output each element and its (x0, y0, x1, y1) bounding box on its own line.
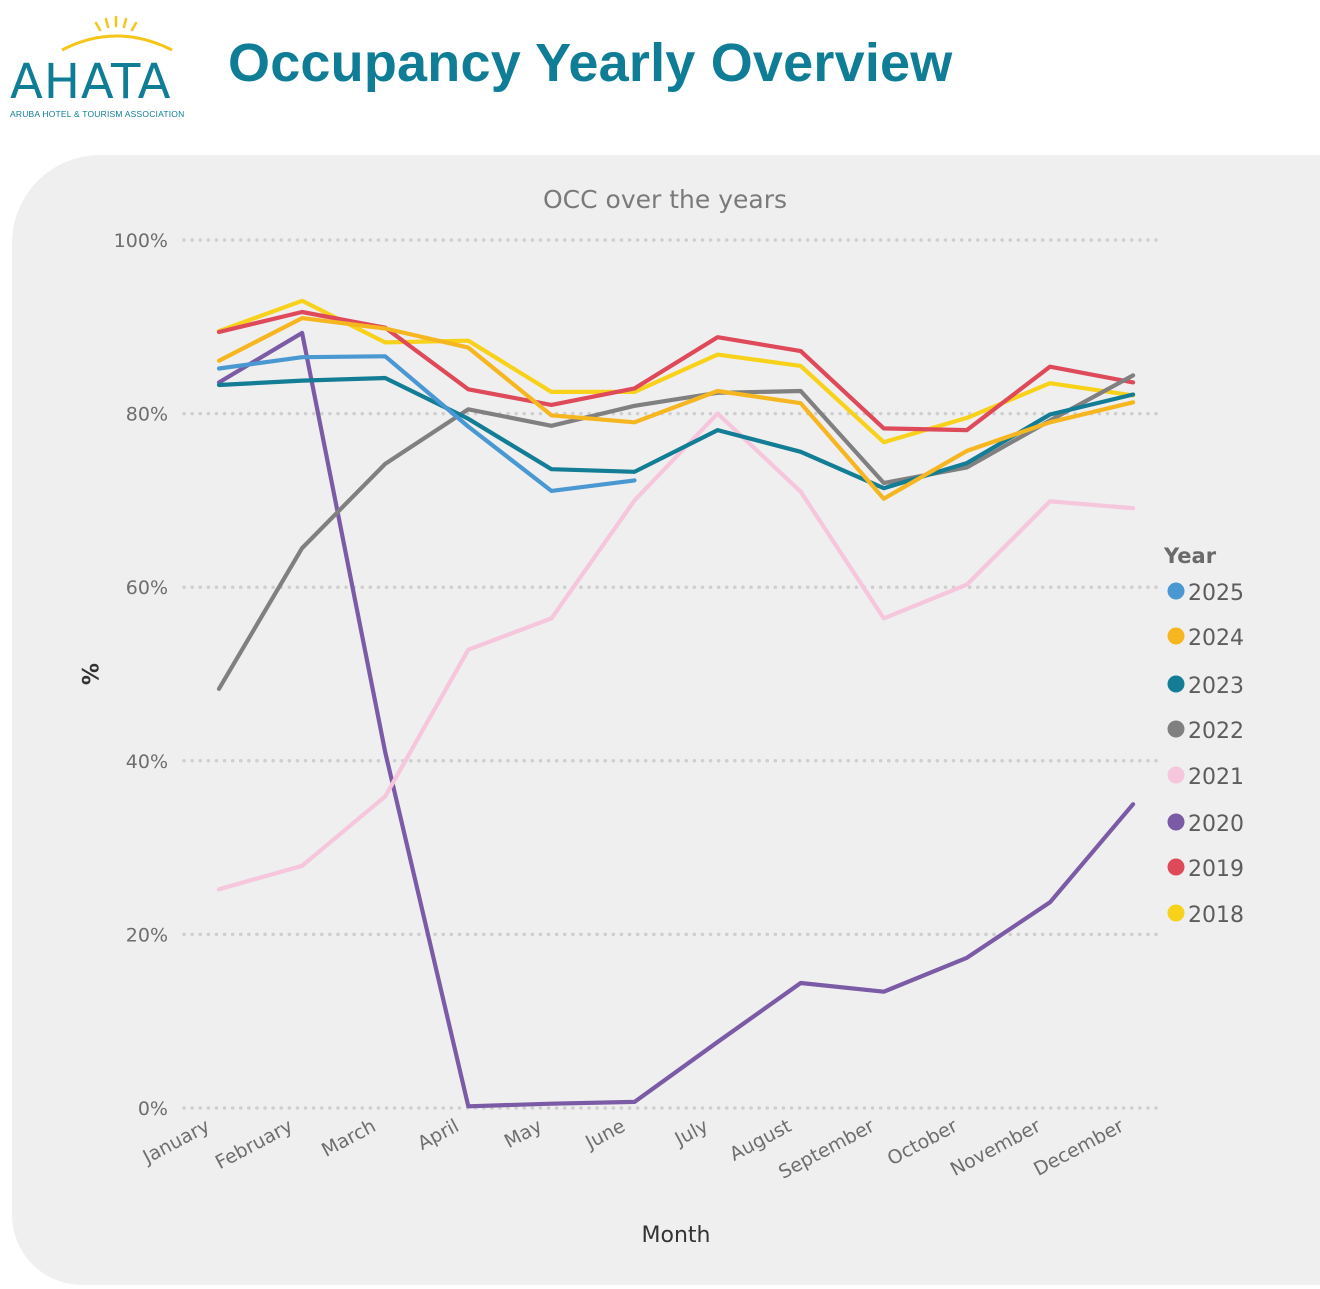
legend-label: 2021 (1188, 765, 1244, 790)
page-header: AHATA ARUBA HOTEL & TOURISM ASSOCIATION … (0, 0, 1320, 130)
x-tick-label: November (947, 1115, 1045, 1181)
y-tick-label: 100% (114, 230, 168, 252)
legend-marker (1167, 766, 1185, 784)
series-line-2022 (216, 373, 1136, 691)
legend-item-2020[interactable]: 2020 (1167, 812, 1245, 837)
legend-item-2022[interactable]: 2022 (1167, 719, 1245, 744)
series-line-2025 (216, 354, 637, 493)
x-tick-label: January (139, 1115, 214, 1169)
legend-item-2023[interactable]: 2023 (1167, 674, 1245, 699)
x-tick-label: June (581, 1115, 629, 1154)
legend-item-2024[interactable]: 2024 (1167, 626, 1245, 651)
legend-label: 2025 (1188, 581, 1244, 606)
series-line-2024 (216, 316, 1136, 501)
x-tick-label: March (318, 1115, 379, 1162)
y-tick-label: 0% (138, 1098, 168, 1120)
chart-panel (12, 155, 1320, 1285)
ahata-logo: AHATA ARUBA HOTEL & TOURISM ASSOCIATION (4, 14, 216, 119)
legend: Year 2025 2024 2023 2022 2021 2020 2019 2018 (1163, 544, 1244, 928)
legend-item-2025[interactable]: 2025 (1167, 581, 1245, 606)
legend-label: 2019 (1188, 857, 1244, 882)
x-tick-label: August (726, 1115, 795, 1166)
legend-marker (1167, 720, 1185, 738)
x-tick-label: April (414, 1115, 463, 1155)
legend-label: 2020 (1188, 812, 1244, 837)
legend-label: 2024 (1188, 626, 1244, 651)
legend-marker (1167, 582, 1185, 600)
legend-label: 2023 (1188, 674, 1244, 699)
legend-marker (1167, 813, 1185, 831)
legend-item-2018[interactable]: 2018 (1167, 903, 1245, 928)
legend-marker (1167, 627, 1185, 645)
series-line-2023 (216, 375, 1136, 491)
y-tick-label: 40% (126, 751, 168, 773)
x-axis-title: Month (642, 1223, 711, 1248)
legend-title: Year (1163, 544, 1217, 568)
sun-rays-icon (61, 15, 173, 52)
series-line-2021 (216, 411, 1136, 892)
series-line-2020 (216, 330, 1136, 1109)
x-tick-label: September (775, 1115, 878, 1184)
legend-item-2021[interactable]: 2021 (1167, 765, 1245, 790)
y-tick-label: 20% (126, 924, 168, 946)
x-tick-label: December (1030, 1115, 1127, 1181)
series-line-2018 (216, 298, 1136, 445)
y-tick-label: 60% (126, 577, 168, 599)
y-axis-title: % (76, 663, 101, 685)
x-tick-label: July (671, 1115, 712, 1151)
x-tick-label: February (212, 1115, 297, 1174)
legend-label: 2022 (1188, 719, 1244, 744)
legend-marker (1167, 858, 1185, 876)
chart-title: OCC over the years (543, 185, 787, 214)
legend-marker (1167, 675, 1185, 693)
x-tick-label: May (501, 1115, 546, 1153)
legend-marker (1167, 904, 1185, 922)
logo-subtitle: ARUBA HOTEL & TOURISM ASSOCIATION (10, 109, 185, 119)
logo-wordmark: AHATA (10, 54, 172, 110)
legend-label: 2018 (1188, 903, 1244, 928)
legend-item-2019[interactable]: 2019 (1167, 857, 1245, 882)
page-title: Occupancy Yearly Overview (228, 33, 953, 93)
y-tick-label: 80% (126, 404, 168, 426)
